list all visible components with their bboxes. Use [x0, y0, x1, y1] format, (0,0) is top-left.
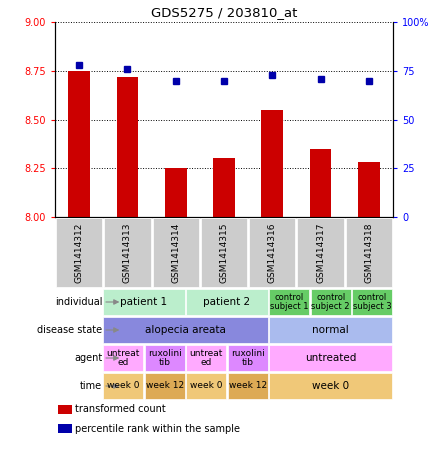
- Title: GDS5275 / 203810_at: GDS5275 / 203810_at: [151, 6, 297, 19]
- Text: week 0: week 0: [312, 381, 349, 391]
- Bar: [103, 373, 143, 399]
- Text: ruxolini
tib: ruxolini tib: [231, 349, 265, 367]
- Bar: [152, 218, 199, 287]
- Text: agent: agent: [74, 353, 102, 363]
- Bar: [346, 218, 392, 287]
- Bar: [145, 373, 184, 399]
- Bar: [261, 110, 283, 217]
- Text: week 12: week 12: [145, 381, 184, 390]
- Bar: [68, 71, 90, 217]
- Text: control
subject 2: control subject 2: [311, 293, 350, 311]
- Bar: [352, 289, 392, 315]
- Text: GSM1414313: GSM1414313: [123, 222, 132, 283]
- Bar: [228, 345, 268, 371]
- Bar: [103, 317, 268, 343]
- Text: GSM1414317: GSM1414317: [316, 222, 325, 283]
- Bar: [310, 149, 332, 217]
- Text: control
subject 3: control subject 3: [353, 293, 392, 311]
- Text: patient 1: patient 1: [120, 297, 167, 307]
- Text: control
subject 1: control subject 1: [270, 293, 308, 311]
- Text: alopecia areata: alopecia areata: [145, 325, 226, 335]
- Text: week 0: week 0: [107, 381, 139, 390]
- Text: GSM1414312: GSM1414312: [74, 222, 84, 283]
- Bar: [186, 373, 226, 399]
- Bar: [269, 317, 392, 343]
- Text: time: time: [80, 381, 102, 391]
- Bar: [145, 345, 184, 371]
- Text: untreated: untreated: [305, 353, 357, 363]
- Bar: [103, 289, 184, 315]
- Text: normal: normal: [312, 325, 349, 335]
- Bar: [186, 345, 226, 371]
- Text: week 0: week 0: [190, 381, 223, 390]
- Text: patient 2: patient 2: [203, 297, 251, 307]
- Bar: [269, 289, 309, 315]
- Text: individual: individual: [55, 297, 102, 307]
- Bar: [165, 168, 187, 217]
- Text: ruxolini
tib: ruxolini tib: [148, 349, 181, 367]
- Text: GSM1414314: GSM1414314: [171, 222, 180, 283]
- Bar: [358, 162, 380, 217]
- Bar: [58, 405, 72, 414]
- Text: GSM1414318: GSM1414318: [364, 222, 373, 283]
- Bar: [56, 218, 102, 287]
- Bar: [213, 159, 235, 217]
- Bar: [186, 289, 268, 315]
- Text: untreat
ed: untreat ed: [106, 349, 140, 367]
- Bar: [103, 345, 143, 371]
- Text: GSM1414316: GSM1414316: [268, 222, 277, 283]
- Text: percentile rank within the sample: percentile rank within the sample: [75, 424, 240, 434]
- Text: GSM1414315: GSM1414315: [219, 222, 229, 283]
- Bar: [117, 77, 138, 217]
- Bar: [311, 289, 351, 315]
- Bar: [297, 218, 344, 287]
- Text: disease state: disease state: [37, 325, 102, 335]
- Text: week 12: week 12: [229, 381, 267, 390]
- Text: untreat
ed: untreat ed: [190, 349, 223, 367]
- Bar: [249, 218, 296, 287]
- Bar: [228, 373, 268, 399]
- Bar: [269, 373, 392, 399]
- Bar: [201, 218, 247, 287]
- Bar: [58, 424, 72, 433]
- Text: transformed count: transformed count: [75, 405, 166, 414]
- Bar: [269, 345, 392, 371]
- Bar: [104, 218, 151, 287]
